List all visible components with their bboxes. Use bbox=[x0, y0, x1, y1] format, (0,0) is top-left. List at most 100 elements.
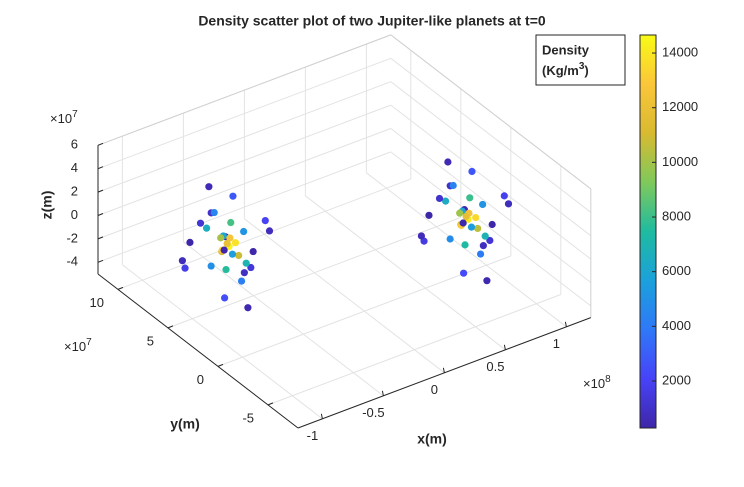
grid-line bbox=[183, 241, 384, 397]
z-tick bbox=[97, 236, 104, 240]
multiplier-base: ×10 bbox=[64, 339, 86, 354]
z-tick-label: 4 bbox=[71, 160, 78, 175]
y-tick bbox=[217, 363, 224, 367]
data-point bbox=[229, 192, 237, 200]
x-tick bbox=[442, 367, 445, 373]
data-point bbox=[226, 234, 234, 242]
data-point bbox=[461, 241, 469, 249]
z-multiplier: ×107 bbox=[50, 109, 78, 127]
x-tick-label: 1 bbox=[553, 336, 560, 351]
data-point bbox=[222, 265, 230, 274]
data-point bbox=[472, 213, 480, 222]
colorbar-unit-exponent: 3 bbox=[579, 61, 585, 72]
z-tick bbox=[97, 259, 104, 263]
y-tick-label: 0 bbox=[197, 372, 204, 387]
data-point bbox=[504, 200, 513, 208]
data-point bbox=[210, 208, 218, 217]
data-point bbox=[446, 235, 454, 243]
multiplier-exponent: 7 bbox=[72, 109, 78, 120]
x-axis-label: x(m) bbox=[417, 431, 447, 447]
data-point bbox=[237, 277, 246, 285]
data-point bbox=[186, 238, 194, 246]
x-tick bbox=[564, 321, 567, 327]
data-point bbox=[228, 250, 237, 258]
grid-line bbox=[366, 172, 567, 328]
z-tick-label: 2 bbox=[71, 184, 78, 199]
box-edge bbox=[97, 34, 391, 146]
y-axis-line bbox=[97, 273, 299, 429]
x-tick-label: -0.5 bbox=[362, 405, 384, 420]
grid-line bbox=[390, 151, 592, 307]
multiplier-base: ×10 bbox=[583, 376, 605, 391]
colorbar-title: (Kg/m3) bbox=[542, 61, 589, 79]
grid-line bbox=[390, 104, 592, 260]
colorbar-title-box bbox=[535, 34, 626, 86]
grid-line bbox=[390, 128, 592, 283]
z-tick-label: 0 bbox=[71, 207, 78, 222]
grid-line bbox=[390, 57, 592, 213]
grid-line bbox=[390, 81, 592, 237]
x-tick bbox=[320, 413, 323, 419]
multiplier-exponent: 7 bbox=[86, 337, 92, 348]
data-point bbox=[466, 194, 474, 202]
data-point bbox=[247, 263, 255, 272]
data-point bbox=[474, 224, 482, 233]
data-point bbox=[486, 236, 494, 245]
multiplier-exponent: 8 bbox=[605, 374, 611, 385]
data-point bbox=[476, 250, 485, 258]
data-point bbox=[462, 212, 470, 221]
data-point bbox=[483, 277, 491, 285]
data-point bbox=[221, 294, 229, 302]
z-tick-label: 6 bbox=[71, 137, 78, 152]
data-point bbox=[449, 181, 457, 190]
data-point bbox=[467, 223, 476, 231]
data-point bbox=[468, 167, 476, 176]
data-point bbox=[196, 219, 205, 227]
data-point bbox=[235, 251, 243, 260]
y-tick-label: -5 bbox=[242, 410, 254, 425]
data-point bbox=[227, 218, 235, 227]
colorbar-tick-label: 12000 bbox=[662, 99, 698, 114]
x-tick bbox=[503, 344, 506, 350]
colorbar-tick-label: 10000 bbox=[662, 154, 698, 169]
y-tick-label: 5 bbox=[147, 333, 154, 348]
data-point bbox=[435, 194, 444, 203]
data-point bbox=[417, 232, 425, 240]
data-point bbox=[488, 220, 496, 229]
grid-line bbox=[267, 294, 561, 406]
data-point bbox=[217, 234, 225, 242]
colorbar-unit: (Kg/m bbox=[542, 63, 579, 78]
data-point bbox=[456, 209, 464, 217]
x-tick bbox=[381, 390, 384, 396]
data-point bbox=[425, 211, 433, 219]
grid-line bbox=[117, 178, 411, 290]
grid-line bbox=[122, 264, 323, 420]
data-point bbox=[265, 227, 274, 235]
data-point bbox=[240, 269, 248, 277]
y-axis-label: y(m) bbox=[170, 416, 200, 432]
data-point bbox=[444, 158, 452, 166]
data-point bbox=[240, 227, 248, 236]
data-point bbox=[261, 217, 269, 225]
data-point bbox=[205, 183, 213, 191]
data-point bbox=[479, 200, 487, 209]
y-tick bbox=[117, 286, 124, 290]
y-tick bbox=[167, 325, 174, 329]
z-tick bbox=[97, 142, 104, 146]
data-point bbox=[460, 269, 468, 277]
colorbar-tick-label: 6000 bbox=[662, 263, 691, 278]
z-tick bbox=[97, 213, 104, 216]
grid-line bbox=[97, 151, 391, 263]
grid-line bbox=[167, 217, 461, 329]
data-point bbox=[244, 304, 252, 312]
data-point bbox=[223, 239, 231, 248]
y-tick bbox=[267, 402, 274, 406]
data-point bbox=[207, 262, 215, 270]
grid-line bbox=[97, 128, 391, 240]
box-edge bbox=[390, 34, 592, 190]
z-axis-label: z(m) bbox=[39, 191, 55, 220]
colorbar-title: Density bbox=[542, 42, 590, 57]
grid-line bbox=[244, 218, 445, 374]
data-point bbox=[202, 224, 211, 232]
